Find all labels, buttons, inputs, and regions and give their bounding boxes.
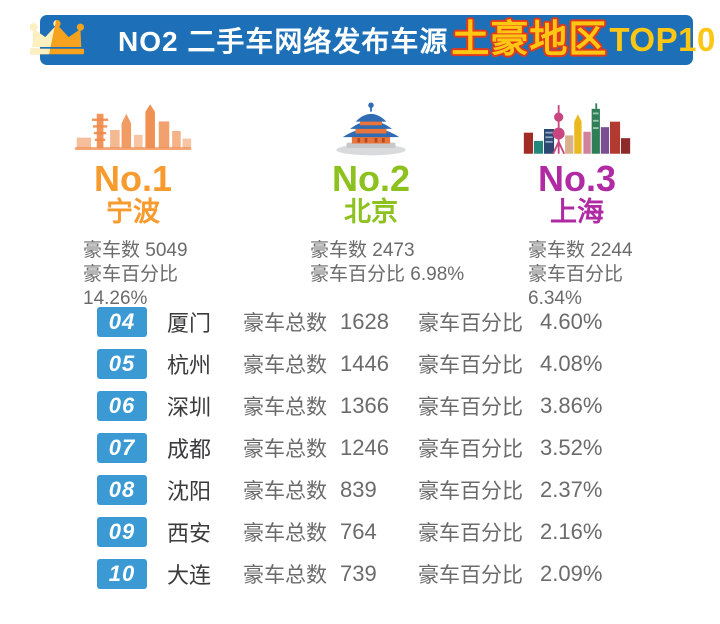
city-name-beijing: 北京 bbox=[344, 197, 398, 227]
stat-percent-line: 豪车百分比 14.26% bbox=[83, 264, 179, 309]
row-count-label: 豪车总数 bbox=[243, 522, 327, 545]
beijing-temple-icon bbox=[266, 94, 476, 158]
crown-icon bbox=[26, 20, 88, 61]
banner-title-highlight: 土豪地区 bbox=[451, 19, 608, 61]
table-row: 09 西安 豪车总数 764 豪车百分比 2.16% bbox=[97, 516, 602, 548]
banner-title-prefix: NO2 二手车网络发布车源 bbox=[118, 26, 449, 57]
top3-stats-2: 豪车数 2473 豪车百分比 6.98% bbox=[310, 239, 476, 287]
row-percent-label: 豪车百分比 bbox=[418, 312, 523, 335]
rank-badge: 08 bbox=[97, 475, 147, 505]
ranking-list: 04 厦门 豪车总数 1628 豪车百分比 4.60% 05 杭州 豪车总数 1… bbox=[97, 306, 602, 600]
row-count-value: 739 bbox=[340, 561, 377, 586]
row-percent-value: 2.37% bbox=[540, 477, 603, 502]
row-count-label: 豪车总数 bbox=[243, 312, 327, 335]
rank-label-no3: No.3 bbox=[537, 158, 616, 199]
rank-label-no2: No.2 bbox=[331, 158, 410, 199]
stat-count-line: 豪车数 2244 bbox=[528, 240, 633, 261]
top3-column-2: No.2 北京 豪车数 2473 豪车百分比 6.98% bbox=[266, 94, 476, 287]
stat-percent-line: 豪车百分比 6.98% bbox=[310, 264, 465, 285]
row-percent-label: 豪车百分比 bbox=[418, 396, 523, 419]
stat-count-line: 豪车数 2473 bbox=[310, 240, 415, 261]
table-row: 04 厦门 豪车总数 1628 豪车百分比 4.60% bbox=[97, 306, 602, 338]
row-percent-label: 豪车百分比 bbox=[418, 564, 523, 587]
top3-stats-1: 豪车数 5049 豪车百分比 14.26% bbox=[83, 239, 238, 311]
rank-badge: 09 bbox=[97, 517, 147, 547]
row-percent-value: 3.52% bbox=[540, 435, 603, 460]
table-row: 06 深圳 豪车总数 1366 豪车百分比 3.86% bbox=[97, 390, 602, 422]
row-percent-value: 3.86% bbox=[540, 393, 603, 418]
row-city: 深圳 bbox=[167, 395, 212, 420]
stat-percent-line: 豪车百分比 6.34% bbox=[528, 264, 624, 309]
rank-badge: 05 bbox=[97, 349, 147, 379]
row-city: 成都 bbox=[167, 437, 212, 462]
row-count-value: 1246 bbox=[340, 435, 389, 460]
ningbo-skyline-icon bbox=[28, 94, 238, 158]
row-percent-label: 豪车百分比 bbox=[418, 438, 523, 461]
row-city: 厦门 bbox=[167, 311, 212, 336]
row-city: 杭州 bbox=[167, 353, 212, 378]
row-percent-label: 豪车百分比 bbox=[418, 354, 523, 377]
rank-badge: 04 bbox=[97, 307, 147, 337]
row-count-label: 豪车总数 bbox=[243, 480, 327, 503]
row-count-label: 豪车总数 bbox=[243, 564, 327, 587]
top3-stats-3: 豪车数 2244 豪车百分比 6.34% bbox=[528, 239, 682, 311]
rank-badge: 10 bbox=[97, 559, 147, 589]
row-count-label: 豪车总数 bbox=[243, 396, 327, 419]
row-percent-value: 4.60% bbox=[540, 309, 603, 334]
row-count-label: 豪车总数 bbox=[243, 438, 327, 461]
table-row: 08 沈阳 豪车总数 839 豪车百分比 2.37% bbox=[97, 474, 602, 506]
banner-title-suffix: TOP10 bbox=[609, 21, 716, 58]
row-count-value: 764 bbox=[340, 519, 377, 544]
table-row: 10 大连 豪车总数 739 豪车百分比 2.09% bbox=[97, 558, 602, 590]
stat-count-line: 豪车数 5049 bbox=[83, 240, 188, 261]
row-city: 沈阳 bbox=[167, 479, 212, 504]
table-row: 05 杭州 豪车总数 1446 豪车百分比 4.08% bbox=[97, 348, 602, 380]
rank-badge: 06 bbox=[97, 391, 147, 421]
row-percent-label: 豪车百分比 bbox=[418, 480, 523, 503]
row-city: 西安 bbox=[167, 521, 212, 546]
row-percent-value: 2.09% bbox=[540, 561, 603, 586]
rank-badge: 07 bbox=[97, 433, 147, 463]
top3-column-3: No.3 上海 豪车数 2244 豪车百分比 6.34% bbox=[472, 94, 682, 311]
row-percent-label: 豪车百分比 bbox=[418, 522, 523, 545]
row-percent-value: 4.08% bbox=[540, 351, 603, 376]
row-count-label: 豪车总数 bbox=[243, 354, 327, 377]
shanghai-skyline-icon bbox=[472, 94, 682, 158]
row-count-value: 1628 bbox=[340, 309, 389, 334]
row-percent-value: 2.16% bbox=[540, 519, 603, 544]
row-count-value: 1446 bbox=[340, 351, 389, 376]
city-name-ningbo: 宁波 bbox=[106, 197, 160, 227]
table-row: 07 成都 豪车总数 1246 豪车百分比 3.52% bbox=[97, 432, 602, 464]
city-name-shanghai: 上海 bbox=[550, 197, 604, 227]
title-banner: NO2 二手车网络发布车源 土豪地区 TOP10 bbox=[40, 15, 715, 65]
row-count-value: 839 bbox=[340, 477, 377, 502]
top3-column-1: No.1 宁波 豪车数 5049 豪车百分比 14.26% bbox=[28, 94, 238, 311]
rank-label-no1: No.1 bbox=[93, 158, 172, 199]
row-city: 大连 bbox=[167, 563, 212, 588]
row-count-value: 1366 bbox=[340, 393, 389, 418]
